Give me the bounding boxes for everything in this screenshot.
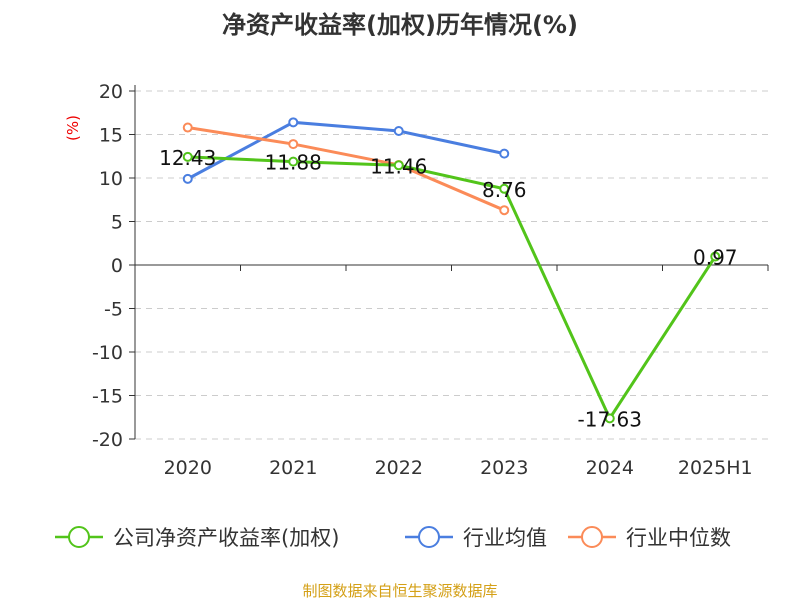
legend-item-2[interactable]: 行业中位数 [568, 526, 731, 550]
data-point[interactable] [288, 117, 299, 128]
x-tick-label: 2025H1 [678, 457, 753, 479]
data-label: 11.46 [370, 154, 427, 178]
data-point[interactable] [182, 151, 193, 162]
legend-label: 行业均值 [463, 526, 547, 550]
y-tick-label: -15 [92, 386, 123, 408]
x-tick-label: 2022 [375, 457, 423, 479]
y-axis-label: (%) [64, 115, 82, 141]
y-tick-label: 10 [99, 168, 123, 190]
x-tick-label: 2020 [164, 457, 212, 479]
data-point[interactable] [393, 160, 404, 171]
y-tick-label: -10 [92, 342, 123, 364]
series-line-0 [187, 155, 717, 422]
data-point[interactable] [499, 148, 510, 159]
data-point[interactable] [604, 413, 615, 424]
data-label: 11.88 [265, 151, 322, 175]
chart-title: 净资产收益率(加权)历年情况(%) [222, 11, 578, 39]
data-point[interactable] [499, 205, 510, 216]
legend-item-0[interactable]: 公司净资产收益率(加权) [55, 526, 339, 550]
legend-label: 公司净资产收益率(加权) [113, 526, 339, 550]
data-point[interactable] [288, 139, 299, 150]
data-label: -17.63 [578, 407, 642, 431]
data-point[interactable] [182, 173, 193, 184]
series-line-2 [187, 126, 505, 212]
x-tick-label: 2023 [480, 457, 528, 479]
x-tick-label: 2021 [269, 457, 317, 479]
y-tick-label: 15 [99, 125, 123, 147]
data-source-footer: 制图数据来自恒生聚源数据库 [302, 582, 497, 600]
data-label: 12.43 [159, 146, 216, 170]
y-tick-label: 0 [111, 255, 123, 277]
data-point[interactable] [710, 251, 721, 262]
x-tick-label: 2024 [586, 457, 634, 479]
data-point[interactable] [393, 126, 404, 137]
legend-item-1[interactable]: 行业均值 [405, 526, 547, 550]
data-point[interactable] [499, 183, 510, 194]
data-label: 0.97 [693, 246, 738, 270]
series-line-1 [187, 120, 505, 181]
legend-marker [68, 526, 90, 548]
data-point[interactable] [182, 122, 193, 133]
y-tick-label: 20 [99, 81, 123, 103]
y-tick-label: -20 [92, 429, 123, 451]
data-point[interactable] [288, 156, 299, 167]
y-tick-label: -5 [104, 299, 123, 321]
y-tick-label: 5 [111, 212, 123, 234]
data-label: 8.76 [482, 178, 527, 202]
legend-label: 行业中位数 [626, 526, 731, 550]
legend-marker [418, 526, 440, 548]
legend-marker [581, 526, 603, 548]
